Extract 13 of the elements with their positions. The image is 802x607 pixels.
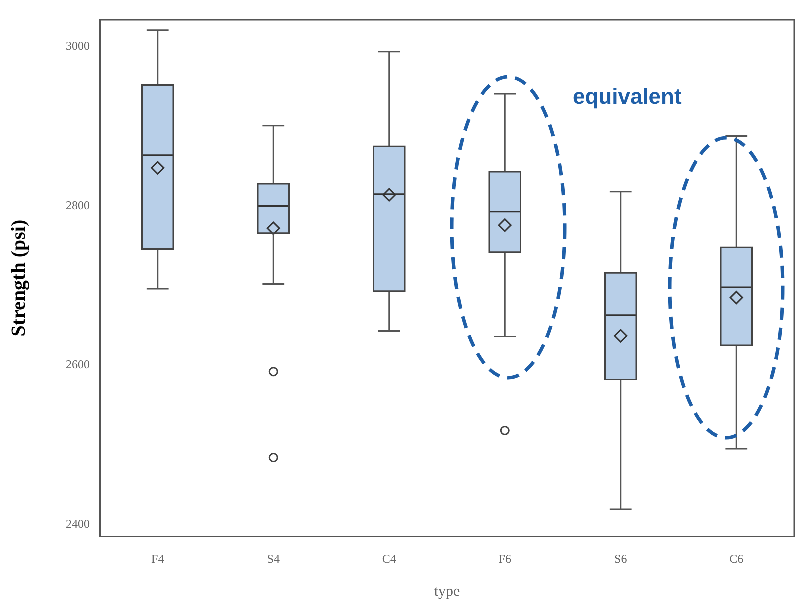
x-tick-label: F6 (498, 552, 512, 566)
x-tick-label: C6 (730, 552, 744, 566)
y-tick-label: 2400 (66, 516, 90, 531)
y-axis-title: Strength (psi) (8, 220, 30, 337)
x-tick-label: F4 (152, 552, 164, 566)
y-tick-label: 2800 (66, 198, 90, 212)
x-tick-label: C4 (382, 552, 396, 566)
x-axis-title: type (434, 584, 461, 600)
y-tick-label: 2600 (66, 358, 90, 372)
x-tick-label: S4 (267, 552, 280, 566)
y-tick-label: 3000 (66, 39, 90, 54)
x-tick-label: S6 (614, 552, 628, 566)
annotation: equivalent (573, 84, 682, 110)
